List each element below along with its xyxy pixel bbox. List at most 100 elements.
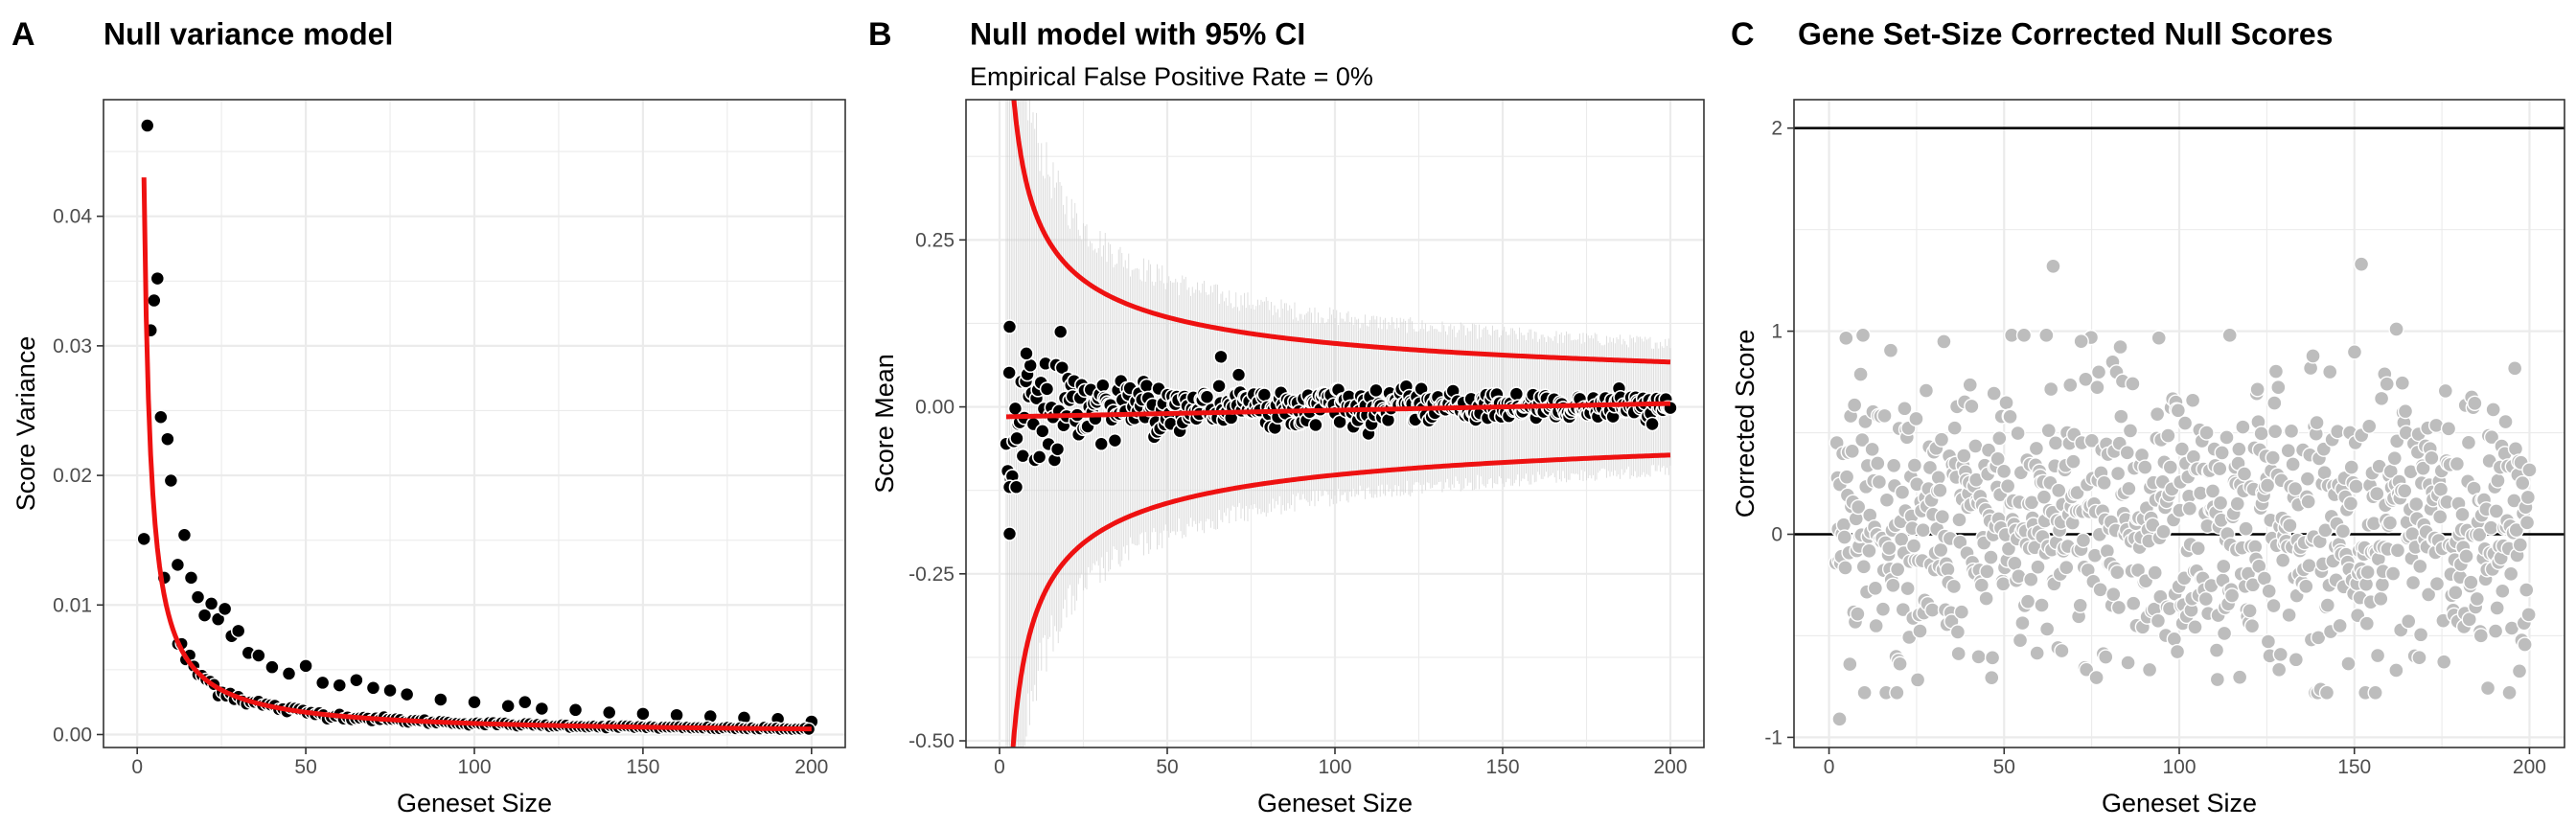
corrected-score-point xyxy=(1855,559,1872,575)
variance-point xyxy=(399,686,415,702)
corrected-score-point xyxy=(2408,495,2425,513)
variance-point xyxy=(500,698,516,714)
corrected-score-point xyxy=(1973,577,1990,593)
corrected-score-point xyxy=(1932,482,1948,498)
corrected-score-point xyxy=(1970,649,1987,665)
corrected-score-point xyxy=(1964,398,1980,415)
corrected-score-point xyxy=(2518,515,2536,531)
corrected-score-point xyxy=(2384,565,2402,582)
corrected-score-point xyxy=(1906,457,1923,473)
corrected-score-point xyxy=(2521,462,2538,478)
corrected-score-point xyxy=(2281,607,2297,624)
corrected-score-point xyxy=(1885,457,1902,473)
corrected-score-point xyxy=(2272,646,2288,663)
score-mean-point xyxy=(1049,441,1066,457)
corrected-score-point xyxy=(2440,421,2457,437)
corrected-score-point xyxy=(2519,489,2537,506)
score-mean-point xyxy=(1035,424,1050,439)
corrected-score-point xyxy=(1986,385,2002,402)
corrected-score-point xyxy=(1895,601,1912,618)
corrected-score-point xyxy=(2420,586,2437,603)
corrected-score-point xyxy=(2265,449,2281,466)
corrected-score-point xyxy=(2511,663,2528,679)
variance-point xyxy=(139,118,155,133)
corrected-score-point xyxy=(1934,508,1951,525)
corrected-score-point xyxy=(2369,647,2386,664)
corrected-score-point xyxy=(2483,428,2500,446)
corrected-score-point xyxy=(2214,445,2230,461)
corrected-score-point xyxy=(2204,483,2221,499)
corrected-score-point xyxy=(2300,494,2316,510)
corrected-score-point xyxy=(2386,449,2403,467)
corrected-score-point xyxy=(2397,482,2413,499)
x-tick-label: 150 xyxy=(626,756,659,778)
score-mean-point xyxy=(1332,414,1347,430)
panel-a: A Null variance model 0 50 100 150 200 0.00 0.01… xyxy=(12,16,846,817)
y-axis-title: Score Mean xyxy=(870,354,899,494)
variance-point xyxy=(176,527,193,543)
corrected-score-point xyxy=(2266,597,2282,614)
corrected-score-point xyxy=(2014,614,2031,632)
corrected-score-point xyxy=(2174,441,2191,457)
corrected-score-point xyxy=(2342,495,2359,512)
x-tick-label: 50 xyxy=(1156,756,1178,778)
corrected-score-point xyxy=(2034,597,2050,613)
corrected-score-point xyxy=(2449,455,2466,472)
corrected-score-point xyxy=(1984,650,2001,666)
score-mean-point xyxy=(1230,367,1247,382)
corrected-score-point xyxy=(2078,371,2094,387)
panel-letter: B xyxy=(868,16,892,53)
corrected-score-point xyxy=(1894,484,1911,500)
corrected-score-point xyxy=(1995,576,2012,592)
corrected-score-point xyxy=(2348,478,2364,494)
corrected-score-point xyxy=(2388,662,2404,678)
variance-point xyxy=(203,596,219,611)
variance-point xyxy=(567,702,584,718)
corrected-score-point xyxy=(2431,509,2449,525)
corrected-score-point xyxy=(1853,431,1871,448)
variance-point xyxy=(170,557,186,573)
corrected-score-point xyxy=(2299,471,2316,487)
corrected-score-point xyxy=(2181,500,2198,517)
corrected-score-point xyxy=(1856,684,1873,701)
corrected-score-point xyxy=(1909,672,1926,688)
corrected-score-point xyxy=(1905,538,1922,554)
corrected-score-point xyxy=(1870,455,1886,472)
corrected-score-point xyxy=(2187,619,2203,635)
corrected-score-point xyxy=(2015,327,2033,344)
corrected-score-point xyxy=(2216,558,2232,575)
corrected-score-point xyxy=(1979,564,1995,580)
score-mean-point xyxy=(1256,387,1273,402)
corrected-score-point xyxy=(1867,580,1884,597)
x-tick-label: 0 xyxy=(131,756,143,778)
plot-area xyxy=(1794,100,2564,748)
y-tick-label: 0.25 xyxy=(915,229,954,251)
variance-point xyxy=(534,701,550,717)
x-tick-label: 200 xyxy=(794,756,828,778)
score-mean-point xyxy=(1093,436,1110,452)
corrected-score-point xyxy=(2019,593,2036,610)
corrected-score-point xyxy=(2120,655,2136,671)
corrected-score-point xyxy=(2436,654,2452,670)
y-tick-label: 1 xyxy=(1771,321,1782,343)
corrected-score-point xyxy=(2270,661,2288,678)
corrected-score-point xyxy=(2401,613,2417,630)
corrected-score-point xyxy=(2150,330,2167,346)
y-tick-label: -0.50 xyxy=(908,730,954,752)
variance-point xyxy=(153,409,169,425)
corrected-score-point xyxy=(2388,321,2404,337)
variance-point xyxy=(251,648,266,663)
corrected-score-point xyxy=(2047,435,2064,451)
corrected-score-point xyxy=(1956,448,1972,464)
corrected-score-points xyxy=(1828,256,2538,727)
corrected-score-point xyxy=(1962,377,1978,393)
corrected-score-point xyxy=(1892,656,1908,672)
variance-point xyxy=(332,678,348,693)
corrected-score-point xyxy=(2502,565,2519,583)
x-tick-label: 50 xyxy=(1993,756,2015,778)
corrected-score-point xyxy=(2000,540,2017,557)
corrected-score-point xyxy=(2266,395,2283,411)
corrected-score-point xyxy=(2381,515,2399,531)
variance-point xyxy=(217,601,233,617)
score-mean-point xyxy=(1138,378,1155,394)
